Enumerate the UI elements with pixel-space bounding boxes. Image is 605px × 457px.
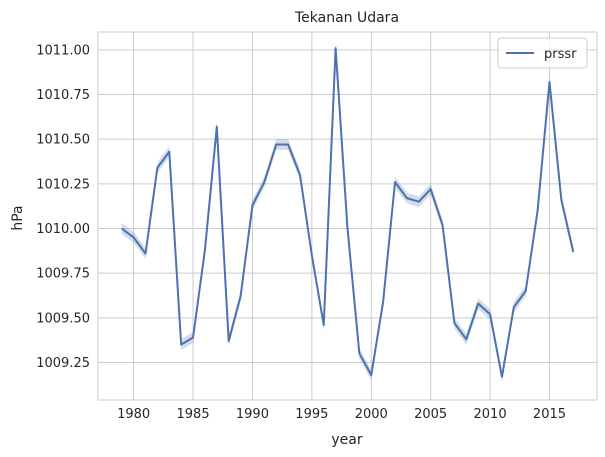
x-tick-label: 1985 (177, 407, 210, 422)
x-tick-label: 1980 (117, 407, 150, 422)
y-tick-label: 1010.50 (36, 133, 90, 148)
legend: prssr (497, 37, 588, 69)
legend-box (497, 37, 588, 69)
grid (98, 32, 597, 400)
x-tick-label: 1995 (295, 407, 328, 422)
x-tick-label: 1990 (236, 407, 269, 422)
y-tick-label: 1010.00 (36, 222, 90, 237)
series-line (121, 47, 575, 378)
confidence-band (121, 42, 574, 383)
y-tick-label: 1009.75 (36, 267, 90, 282)
x-tick-label: 2015 (533, 407, 566, 422)
y-tick-label: 1009.50 (36, 311, 90, 326)
y-tick-label: 1011.00 (36, 43, 90, 58)
y-axis-label: hPa (10, 205, 26, 230)
series-band (121, 42, 574, 383)
series-lines (121, 47, 575, 378)
plot-frame (97, 31, 598, 401)
x-tick-label: 2010 (474, 407, 507, 422)
x-axis-label: year (331, 432, 362, 448)
x-axis-ticks: 1980 1985 1990 1995 2000 2005 2010 2015 (117, 407, 566, 422)
y-axis-ticks: 1009.25 1009.50 1009.75 1010.00 1010.25 1010.… (36, 43, 90, 371)
x-tick-label: 2005 (414, 407, 447, 422)
legend-label: prssr (544, 47, 577, 62)
x-tick-label: 2000 (355, 407, 388, 422)
y-tick-label: 1010.25 (36, 177, 90, 192)
y-tick-label: 1010.75 (36, 88, 90, 103)
y-tick-label: 1009.25 (36, 356, 90, 371)
chart-title: Tekanan Udara (294, 10, 399, 26)
